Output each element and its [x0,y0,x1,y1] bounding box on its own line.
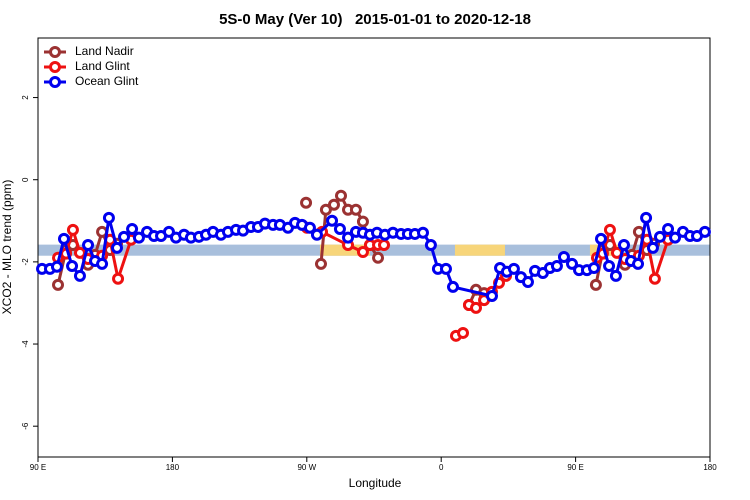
data-point [507,262,520,275]
data-point [319,203,332,216]
legend-label: Land Glint [75,59,130,73]
data-point [648,272,661,285]
y-axis-label: XCO2 - MLO trend (ppm) [0,180,14,315]
data-point [550,259,563,272]
data-point [566,257,579,270]
band-highlight [454,244,505,256]
data-point [342,231,355,244]
legend-label: Ocean Glint [75,74,139,88]
y-tick-label: -2 [21,258,30,266]
data-point [310,228,323,241]
data-point [66,223,79,236]
data-point [594,232,607,245]
data-point [334,189,347,202]
data-point [485,289,498,302]
data-point [52,278,65,291]
data-point [118,230,131,243]
data-point [469,301,482,314]
data-point [372,251,385,264]
data-point [303,221,316,234]
data-point [96,257,109,270]
legend-marker [49,46,61,58]
x-tick-label: 180 [703,463,717,472]
data-point [73,269,86,282]
data-point [446,280,459,293]
x-tick-label: 0 [439,463,444,472]
data-point [698,225,711,238]
plot-frame [37,37,711,458]
x-axis-label: Longitude [349,476,402,490]
data-point [603,223,616,236]
data-point [333,223,346,236]
data-point [112,272,125,285]
y-tick-label: 2 [21,95,30,100]
data-point [521,276,534,289]
data-point [378,239,391,252]
data-point [617,239,630,252]
legend-label: Land Nadir [75,44,134,58]
data-point [110,241,123,254]
data-point [132,231,145,244]
data-point [356,215,369,228]
x-tick-label: 90 W [297,463,316,472]
data-point [102,211,115,224]
data-point [50,260,63,273]
data-point [653,230,666,243]
data-point [57,232,70,245]
data-point [457,326,470,339]
data-point [300,196,313,209]
data-point [349,203,362,216]
x-tick-label: 90 E [30,463,46,472]
data-point [356,246,369,259]
data-point [439,262,452,275]
x-tick-label: 180 [166,463,180,472]
data-point [557,250,570,263]
data-point [66,259,79,272]
data-point [587,262,600,275]
data-point [640,211,653,224]
legend-marker [49,61,61,73]
data-point [609,269,622,282]
series-line [57,224,670,338]
data-point [82,239,95,252]
data-point [662,223,675,236]
data-point [327,198,340,211]
y-tick-label: 0 [21,177,30,182]
data-point [314,257,327,270]
data-point [632,257,645,270]
chart-title: 5S-0 May (Ver 10) 2015-01-01 to 2020-12-… [219,11,531,28]
y-tick-label: -6 [21,422,30,430]
y-tick-label: -4 [21,340,30,348]
data-point [126,223,139,236]
data-point [589,278,602,291]
legend-marker [49,76,61,88]
data-point [416,226,429,239]
data-point [669,231,682,244]
data-point [646,241,659,254]
x-tick-label: 90 E [567,463,583,472]
data-point [326,214,339,227]
data-point [424,239,437,252]
data-point [603,259,616,272]
